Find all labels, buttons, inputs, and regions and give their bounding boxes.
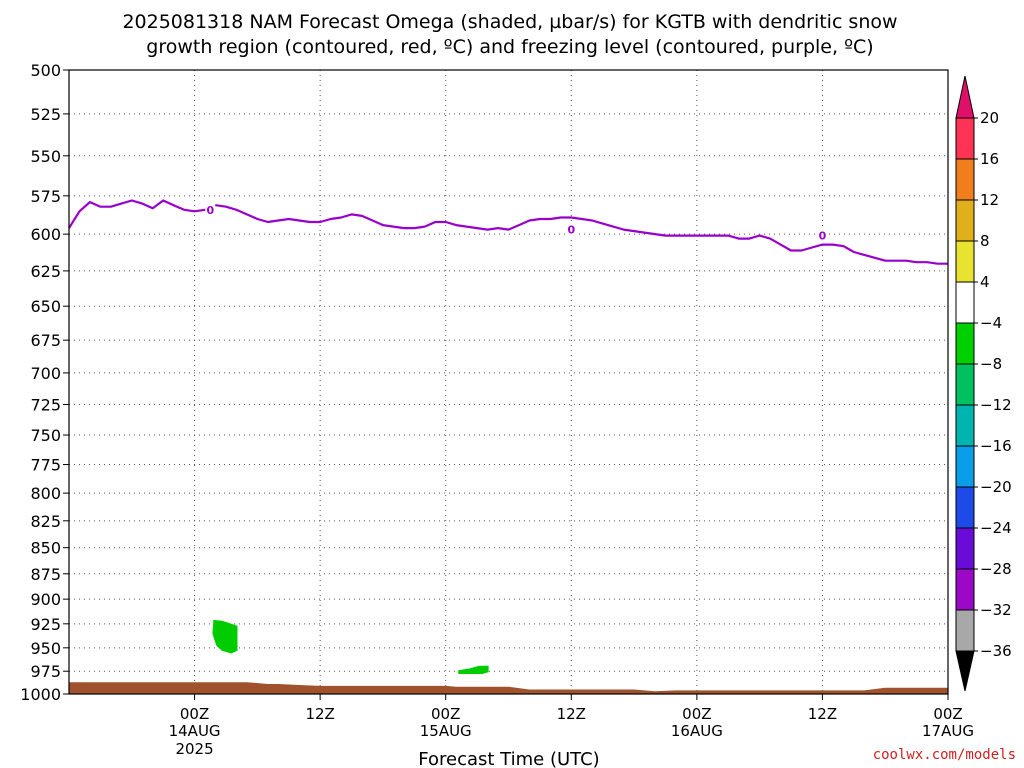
y-tick-label-675: 675 [30, 331, 61, 350]
colorbar: 20 16 12 8 4 −4 −8 −12 −16 −20 −24 −28 −32 −36 [955, 75, 1012, 692]
terrain [69, 682, 948, 694]
x-year-label-0: 2025 [175, 740, 213, 758]
y-tick-label-725: 725 [30, 395, 61, 414]
freezing-level-contour: 0 0 0 [68, 199, 948, 265]
colorbar-band-11 [955, 568, 975, 611]
credit-text: coolwx.com/models [873, 747, 1016, 763]
y-tick-label-800: 800 [30, 484, 61, 503]
terrain-fill [69, 682, 948, 694]
x-date-label-4: 16AUG [671, 722, 723, 740]
colorbar-band-1 [955, 158, 975, 201]
axes [63, 69, 949, 700]
freezing-label-1: 0 [567, 224, 575, 237]
x-axis-label: Forecast Time (UTC) [418, 749, 599, 768]
x-date-label-0: 14AUG [169, 722, 221, 740]
y-tick-label-950: 950 [30, 639, 61, 658]
y-tick-label-975: 975 [30, 662, 61, 681]
x-tick-label-4: 00Z [682, 705, 711, 723]
y-tick-label-775: 775 [30, 456, 61, 475]
omega-shading [212, 619, 489, 674]
y-tick-label-575: 575 [30, 187, 61, 206]
x-tick-label-5: 12Z [808, 705, 837, 723]
omega-patch-1 [212, 619, 238, 654]
y-tick-label-600: 600 [30, 225, 61, 244]
colorbar-bottom-arrow [955, 650, 975, 692]
colorbar-label-2: 12 [980, 191, 999, 209]
colorbar-top-arrow [955, 75, 975, 119]
y-tick-label-825: 825 [30, 512, 61, 531]
colorbar-band-3 [955, 240, 975, 283]
freezing-label-0: 0 [206, 204, 214, 217]
x-tick-label-1: 12Z [305, 705, 334, 723]
colorbar-label-13: −36 [980, 642, 1012, 660]
colorbar-label-5: −4 [980, 314, 1002, 332]
colorbar-band-8 [955, 445, 975, 488]
y-tick-label-850: 850 [30, 539, 61, 558]
colorbar-label-12: −32 [980, 601, 1012, 619]
colorbar-label-3: 8 [980, 232, 990, 250]
y-tick-label-1000: 1000 [20, 685, 61, 704]
freezing-label-bg-1 [566, 222, 577, 237]
colorbar-band-10 [955, 527, 975, 570]
x-date-label-2: 15AUG [420, 722, 472, 740]
colorbar-label-4: 4 [980, 273, 990, 291]
colorbar-band-2 [955, 199, 975, 242]
y-tick-label-650: 650 [30, 297, 61, 316]
y-tick-label-500: 500 [30, 61, 61, 80]
colorbar-label-11: −28 [980, 560, 1012, 578]
freezing-label-bg-0 [205, 202, 216, 217]
colorbar-label-8: −16 [980, 437, 1012, 455]
x-tick-label-3: 12Z [557, 705, 586, 723]
y-tick-label-625: 625 [30, 262, 61, 281]
y-tick-label-550: 550 [30, 147, 61, 166]
grid [69, 70, 949, 694]
colorbar-label-9: −20 [980, 478, 1012, 496]
freezing-label-2: 0 [819, 230, 827, 243]
colorbar-band-9 [955, 486, 975, 529]
omega-patch-2 [458, 665, 489, 674]
colorbar-band-5 [955, 322, 975, 365]
x-date-label-6: 17AUG [922, 722, 974, 740]
y-tick-label-875: 875 [30, 565, 61, 584]
chart-title-line1: 2025081318 NAM Forecast Omega (shaded, µ… [122, 11, 897, 33]
colorbar-band-4 [955, 281, 975, 324]
colorbar-band-6 [955, 363, 975, 406]
x-tick-label-2: 00Z [431, 705, 460, 723]
colorbar-label-6: −8 [980, 355, 1002, 373]
y-tick-label-525: 525 [30, 105, 61, 124]
y-tick-label-700: 700 [30, 364, 61, 383]
x-tick-label-0: 00Z [180, 705, 209, 723]
colorbar-label-7: −12 [980, 396, 1012, 414]
y-tick-label-750: 750 [30, 426, 61, 445]
y-tick-label-925: 925 [30, 615, 61, 634]
y-tick-label-900: 900 [30, 590, 61, 609]
freezing-label-bg-2 [817, 228, 828, 243]
freezing-level-line [68, 199, 948, 265]
colorbar-band-0 [955, 117, 975, 160]
colorbar-label-10: −24 [980, 519, 1012, 537]
colorbar-label-0: 20 [980, 109, 999, 127]
x-tick-label-6: 00Z [933, 705, 962, 723]
plot-frame [68, 69, 949, 695]
chart-title-line2: growth region (contoured, red, ºC) and f… [146, 36, 873, 58]
colorbar-label-1: 16 [980, 150, 999, 168]
y-tick-labels: 500 525 550 575 600 625 650 675 700 725 750 775 800 8… [20, 61, 61, 704]
colorbar-band-7 [955, 404, 975, 447]
colorbar-band-12 [955, 609, 975, 652]
